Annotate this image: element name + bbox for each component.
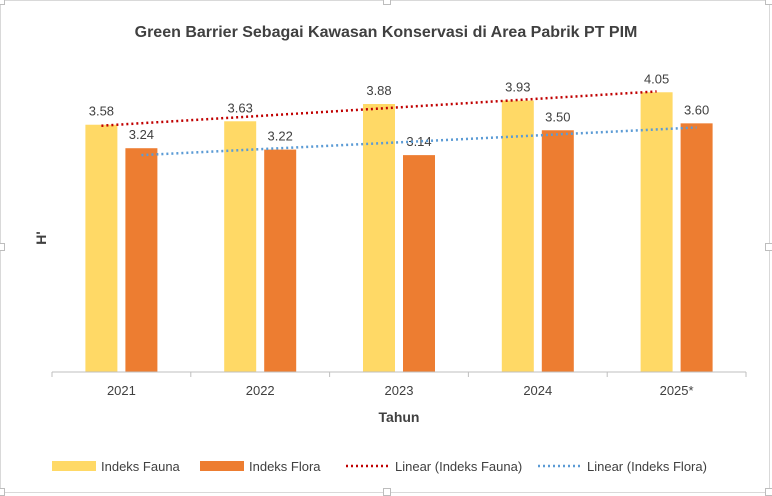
legend-item-indeks-flora[interactable]: Indeks Flora: [200, 459, 321, 474]
data-label-indeks-fauna-2021: 3.58: [89, 104, 114, 119]
data-label-indeks-fauna-2025: 4.05: [644, 71, 669, 86]
x-tick-label-2021: 2021: [107, 383, 136, 398]
legend-swatch-indeks-flora: [200, 461, 244, 471]
data-label-indeks-flora-2025: 3.60: [684, 102, 709, 117]
x-tick-label-2023: 2023: [385, 383, 414, 398]
plot-area: 3.58 3.63 3.88 3.93 4.05 3.24 3.22 3.14 3.50 3.60…: [51, 71, 747, 398]
legend-item-indeks-fauna[interactable]: Indeks Fauna: [52, 459, 181, 474]
legend-label-linear-indeks-fauna: Linear (Indeks Fauna): [395, 459, 522, 474]
legend-label-linear-indeks-flora: Linear (Indeks Flora): [587, 459, 707, 474]
bar-indeks-flora-2023[interactable]: [403, 155, 435, 372]
legend-label-indeks-fauna: Indeks Fauna: [101, 459, 181, 474]
bar-indeks-fauna-2021[interactable]: [85, 124, 118, 373]
resize-handle-top-center[interactable]: [383, 0, 391, 5]
bar-indeks-flora-2024[interactable]: [541, 130, 574, 372]
y-axis-title: H': [33, 231, 49, 244]
bar-indeks-fauna-2025[interactable]: [640, 92, 673, 372]
data-label-indeks-fauna-2024: 3.93: [505, 80, 530, 95]
chart-title: Green Barrier Sebagai Kawasan Konservasi…: [135, 24, 638, 41]
legend-item-linear-indeks-fauna[interactable]: Linear (Indeks Fauna): [346, 459, 522, 474]
data-label-indeks-fauna-2022: 3.63: [228, 100, 253, 115]
x-axis-title: Tahun: [379, 409, 420, 425]
legend-item-linear-indeks-flora[interactable]: Linear (Indeks Flora): [538, 459, 707, 474]
resize-handle-top-left[interactable]: [0, 0, 5, 5]
bar-indeks-flora-2022[interactable]: [264, 149, 297, 372]
bar-indeks-flora-2021[interactable]: [125, 148, 158, 372]
resize-handle-top-right[interactable]: [765, 0, 772, 5]
x-tick-label-2022: 2022: [246, 383, 275, 398]
resize-handle-middle-left[interactable]: [0, 243, 5, 251]
data-label-indeks-fauna-2023: 3.88: [366, 83, 391, 98]
legend-swatch-indeks-fauna: [52, 461, 96, 471]
legend: Indeks Fauna Indeks Flora Linear (Indeks F…: [52, 459, 707, 474]
bar-indeks-fauna-2022[interactable]: [224, 121, 257, 373]
bar-indeks-flora-2025[interactable]: [680, 123, 713, 372]
resize-handle-middle-right[interactable]: [765, 243, 772, 251]
data-label-indeks-flora-2024: 3.50: [545, 109, 570, 124]
bar-indeks-fauna-2023[interactable]: [363, 104, 395, 372]
data-label-indeks-flora-2022: 3.22: [268, 129, 293, 144]
x-tick-label-2025: 2025*: [660, 383, 694, 398]
bar-indeks-fauna-2024[interactable]: [501, 100, 534, 372]
legend-label-indeks-flora: Indeks Flora: [249, 459, 321, 474]
data-label-indeks-flora-2021: 3.24: [129, 127, 154, 142]
data-label-indeks-flora-2023: 3.14: [406, 134, 431, 149]
x-tick-label-2024: 2024: [523, 383, 552, 398]
